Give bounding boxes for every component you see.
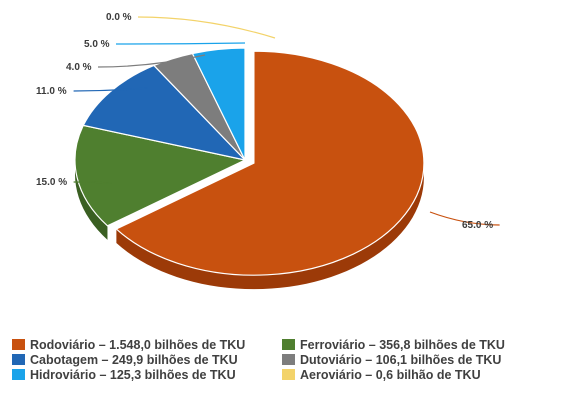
- legend-label-cabotagem: Cabotagem – 249,9 bilhões de TKU: [30, 353, 238, 367]
- pie-slice-rodoviario[interactable]: [115, 50, 425, 276]
- legend-item-dutoviario[interactable]: Dutoviário – 106,1 bilhões de TKU: [282, 353, 501, 367]
- percent-label-ferroviario: 15.0 %: [36, 177, 67, 188]
- legend-swatch-cabotagem: [12, 354, 25, 365]
- percent-label-aeroviario: 0.0 %: [106, 12, 132, 23]
- leader-line-aeroviario: [137, 16, 276, 39]
- percent-label-hidroviario: 5.0 %: [84, 39, 110, 50]
- legend-item-cabotagem[interactable]: Cabotagem – 249,9 bilhões de TKU: [12, 353, 238, 367]
- pie-slice-ferroviario[interactable]: [74, 124, 247, 227]
- leader-line-ferroviario: [73, 181, 113, 184]
- legend-swatch-aeroviario: [282, 369, 295, 380]
- legend-swatch-ferroviario: [282, 339, 295, 350]
- percent-label-dutoviario: 4.0 %: [66, 62, 92, 73]
- leader-line-cabotagem: [73, 87, 149, 92]
- legend-swatch-hidroviario: [12, 369, 25, 380]
- legend-label-aeroviario: Aeroviário – 0,6 bilhão de TKU: [300, 368, 481, 382]
- legend-label-hidroviario: Hidroviário – 125,3 bilhões de TKU: [30, 368, 236, 382]
- legend-label-rodoviario: Rodoviário – 1.548,0 bilhões de TKU: [30, 338, 245, 352]
- legend-item-ferroviario[interactable]: Ferroviário – 356,8 bilhões de TKU: [282, 338, 505, 352]
- legend-item-rodoviario[interactable]: Rodoviário – 1.548,0 bilhões de TKU: [12, 338, 245, 352]
- percent-label-rodoviario: 65.0 %: [462, 220, 493, 231]
- legend-label-ferroviario: Ferroviário – 356,8 bilhões de TKU: [300, 338, 505, 352]
- pie-layer: [74, 47, 425, 290]
- legend-item-aeroviario[interactable]: Aeroviário – 0,6 bilhão de TKU: [282, 368, 481, 382]
- legend-item-hidroviario[interactable]: Hidroviário – 125,3 bilhões de TKU: [12, 368, 236, 382]
- leader-lines: [73, 16, 500, 226]
- leader-line-dutoviario: [97, 54, 206, 68]
- percent-label-cabotagem: 11.0 %: [36, 86, 67, 97]
- leader-line-rodoviario: [429, 211, 500, 226]
- pie-slice-hidroviario[interactable]: [191, 47, 246, 161]
- legend: Rodoviário – 1.548,0 bilhões de TKU Ferro…: [12, 338, 505, 382]
- legend-label-dutoviario: Dutoviário – 106,1 bilhões de TKU: [300, 353, 501, 367]
- legend-swatch-rodoviario: [12, 339, 25, 350]
- leader-line-hidroviario: [115, 42, 246, 45]
- percent-labels: 65.0 % 15.0 % 11.0 % 4.0 % 5.0 % 0.0 %: [36, 12, 493, 231]
- legend-swatch-dutoviario: [282, 354, 295, 365]
- pie-slice-side-ferroviario: [75, 125, 108, 240]
